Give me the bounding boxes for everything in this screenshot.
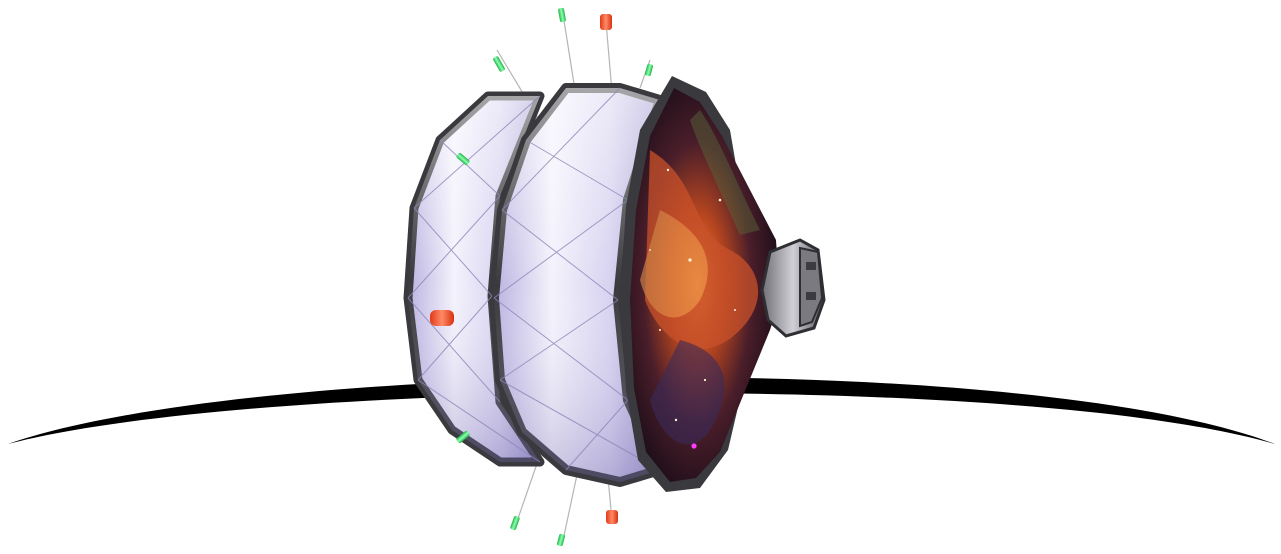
green-marker-icon [556, 533, 566, 547]
nebula-wisps [640, 110, 760, 445]
green-marker-icon [493, 56, 505, 72]
green-marker-icon [558, 7, 566, 23]
horizon-arc [8, 377, 1275, 444]
green-marker-icon [644, 63, 654, 77]
green-marker-icon [456, 153, 470, 165]
hull-panel-lines [407, 87, 661, 471]
red-marker-icon [600, 14, 612, 30]
engine-nozzle [760, 238, 826, 338]
magenta-light [691, 443, 697, 449]
red-markers [430, 14, 618, 524]
stars [649, 168, 736, 422]
green-marker-icon [456, 431, 470, 443]
red-marker-icon [606, 510, 618, 524]
red-marker-icon [430, 310, 454, 326]
green-markers [456, 7, 654, 547]
green-marker-icon [510, 515, 520, 531]
